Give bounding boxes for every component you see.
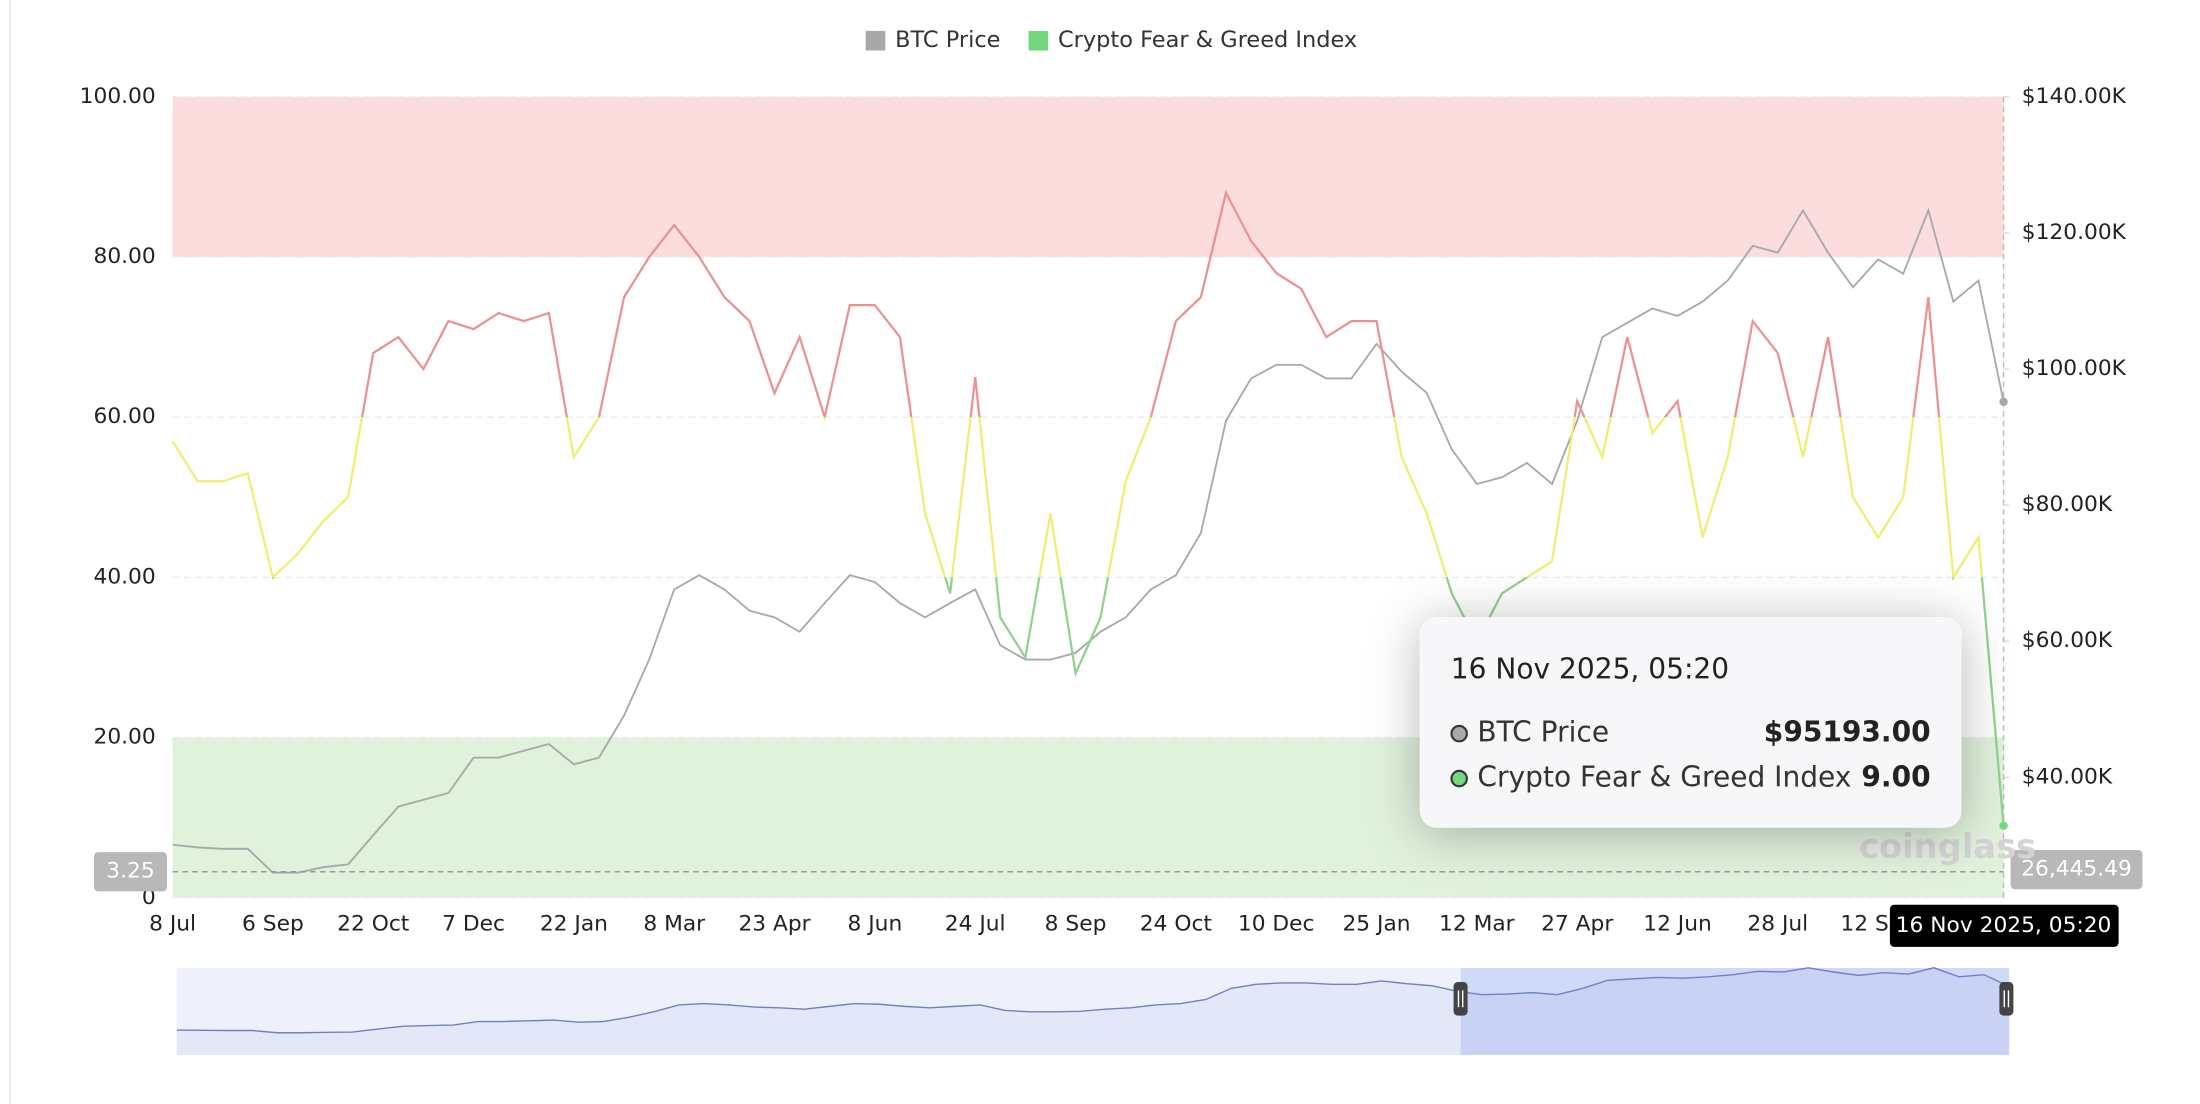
y2-tick-label: $80.00K [2022, 492, 2113, 517]
x-tick-label: 6 Sep [242, 911, 304, 936]
navigator-area [176, 967, 2010, 1055]
x-tick-label: 8 Mar [643, 911, 705, 936]
zone-band [172, 96, 2004, 257]
hover-point [1999, 821, 2008, 830]
x-tick-label: 22 Jan [540, 911, 608, 936]
y-tick-label: 40.00 [93, 564, 155, 589]
x-tick-label: 27 Apr [1541, 911, 1613, 936]
watermark: coinglass [1859, 827, 2036, 866]
x-tick-label: 24 Oct [1140, 911, 1212, 936]
y2-tick-label: $60.00K [2022, 628, 2113, 653]
crosshair-y-label: 3.25 [106, 859, 154, 884]
tooltip-series-name: Crypto Fear & Greed Index [1477, 761, 1851, 794]
crosshair-y-badge [94, 852, 167, 892]
x-tick-label: 8 Sep [1045, 911, 1107, 936]
legend-swatch [1028, 30, 1049, 51]
navigator-handle[interactable] [1453, 981, 1468, 1016]
x-crosshair-badge [1889, 904, 2119, 947]
legend-label: BTC Price [895, 27, 1000, 53]
x-tick-label: 22 Oct [337, 911, 409, 936]
tooltip-marker [1450, 769, 1468, 788]
fear-greed-line [360, 189, 1941, 418]
btc-price-line [172, 207, 2005, 874]
x-tick-label: 8 Jul [149, 911, 196, 936]
x-tick-label: 23 Apr [738, 911, 810, 936]
y2-tick-label: $140.00K [2022, 84, 2127, 109]
x-tick-label: 25 Jan [1342, 911, 1410, 936]
y-tick-label: 100.00 [80, 84, 156, 109]
x-tick-label: 24 Jul [945, 911, 1006, 936]
legend-swatch [865, 30, 886, 51]
x-tick-label: 7 Dec [442, 911, 505, 936]
x-crosshair-label: 16 Nov 2025, 05:20 [1896, 913, 2112, 938]
y2-tick-label: $100.00K [2022, 356, 2127, 381]
x-tick-label: 12 Mar [1439, 911, 1515, 936]
y-tick-label: 60.00 [93, 404, 155, 429]
fear-greed-line [171, 417, 1984, 578]
navigator-selection [1460, 967, 2010, 1055]
legend-label: Crypto Fear & Greed Index [1058, 27, 1357, 53]
fear-greed-line [271, 577, 2005, 826]
crosshair-y2-badge [2010, 849, 2143, 890]
tooltip-value: $95193.00 [1764, 716, 1931, 749]
y-tick-label: 80.00 [93, 244, 155, 269]
navigator-handle[interactable] [1999, 981, 2014, 1016]
x-tick-label: 12 Jun [1643, 911, 1712, 936]
tooltip-box-fill [1419, 617, 1962, 828]
tooltip-series-name: BTC Price [1477, 716, 1609, 749]
tooltip-value: 9.00 [1861, 761, 1930, 794]
x-tick-label: 10 Dec [1238, 911, 1315, 936]
x-tick-label: 8 Jun [848, 911, 903, 936]
tooltip-title: 16 Nov 2025, 05:20 [1451, 653, 1729, 686]
crosshair-y2-label: 26,445.49 [2021, 857, 2132, 882]
y2-tick-label: $40.00K [2022, 764, 2113, 789]
tooltip-marker [1450, 724, 1468, 743]
x-tick-label: 28 Jul [1747, 911, 1808, 936]
hover-point [1999, 397, 2008, 406]
y-tick-label: 20.00 [93, 725, 155, 750]
y2-tick-label: $120.00K [2022, 220, 2127, 245]
navigator-line [176, 967, 2010, 1034]
